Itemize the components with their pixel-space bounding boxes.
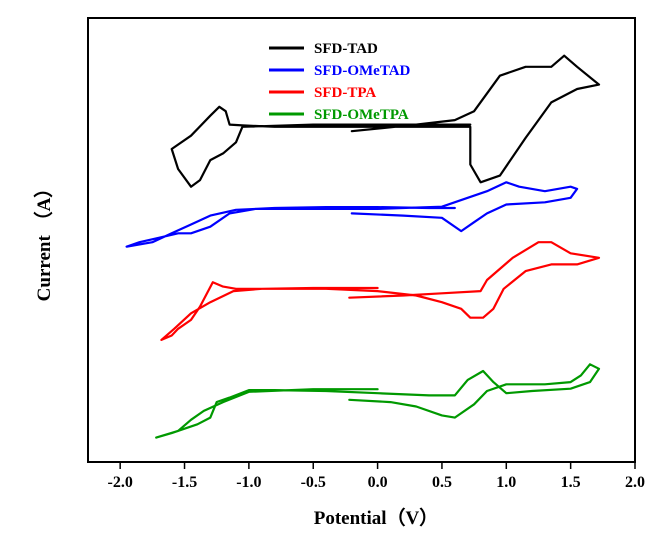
x-tick-label: 0.0: [368, 474, 388, 491]
legend-label: SFD-OMeTPA: [314, 107, 409, 123]
x-tick-label: 0.5: [432, 474, 452, 491]
x-tick-label: -1.5: [172, 474, 197, 491]
series-line-sfd-tad: [170, 54, 601, 188]
series-line-sfd-ometad: [125, 181, 579, 248]
legend-label: SFD-TPA: [314, 85, 376, 101]
series-line-sfd-tpa: [160, 241, 601, 341]
x-axis-tick-labels: -2.0 -1.5 -1.0 -0.5 0.0 0.5 1.0 1.5 2.0: [108, 474, 645, 491]
series-layer: [125, 54, 601, 439]
series-line-sfd-ometpa: [155, 363, 601, 439]
x-tick-label: -2.0: [108, 474, 133, 491]
plot-area: [87, 17, 636, 463]
x-tick-label: 2.0: [625, 474, 645, 491]
x-tick-label: -1.0: [236, 474, 261, 491]
legend-label: SFD-OMeTAD: [314, 63, 411, 79]
legend-label: SFD-TAD: [314, 41, 378, 57]
x-axis-label: Potential（V）: [314, 506, 439, 529]
x-tick-label: 1.0: [496, 474, 516, 491]
y-axis-label: Current （A）: [32, 179, 55, 302]
x-tick-label: 1.5: [561, 474, 581, 491]
x-axis-ticks: [119, 462, 636, 469]
x-tick-label: -0.5: [301, 474, 326, 491]
legend: SFD-TAD SFD-OMeTAD SFD-TPA SFD-OMeTPA: [269, 41, 411, 123]
